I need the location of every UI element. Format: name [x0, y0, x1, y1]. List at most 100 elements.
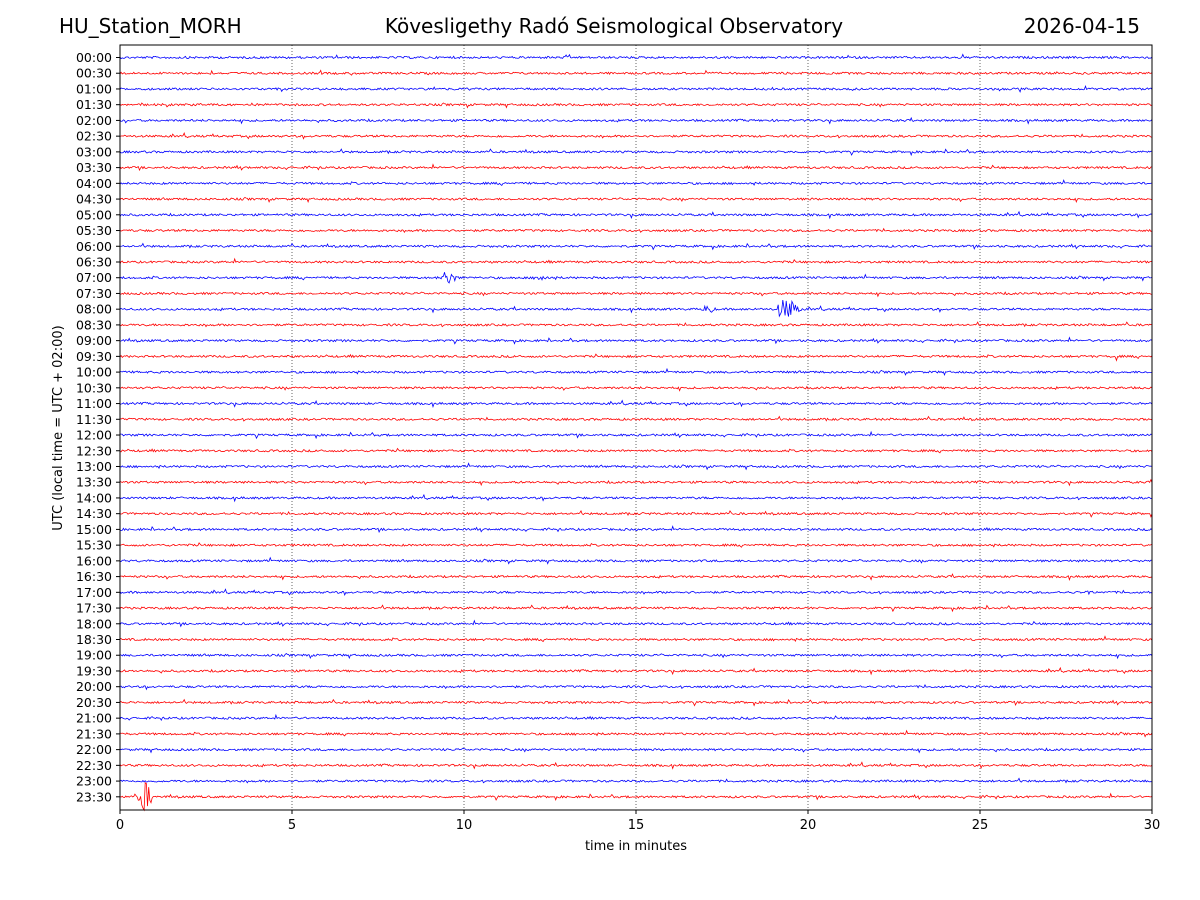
trace-14-30	[119, 510, 1153, 518]
trace-06-00	[119, 242, 1153, 251]
x-tick-label: 15	[628, 818, 645, 833]
y-tick-label: 13:00	[76, 459, 112, 474]
trace-23-00	[119, 777, 1153, 784]
trace-08-00	[119, 299, 1153, 318]
trace-04-30	[119, 196, 1153, 203]
trace-13-30	[119, 478, 1153, 487]
x-tick-label: 25	[972, 818, 989, 833]
y-tick-label: 18:00	[76, 616, 112, 631]
y-tick-label: 14:30	[76, 506, 112, 521]
trace-10-30	[119, 385, 1153, 392]
trace-08-30	[119, 321, 1153, 328]
trace-03-30	[119, 163, 1153, 172]
trace-21-00	[119, 713, 1153, 722]
y-tick-label: 10:30	[76, 380, 112, 395]
y-tick-label: 00:00	[76, 50, 112, 65]
trace-20-00	[119, 683, 1153, 691]
trace-16-00	[119, 556, 1153, 565]
trace-01-00	[119, 85, 1153, 93]
y-tick-label: 16:00	[76, 553, 112, 568]
y-tick-label: 21:00	[76, 711, 112, 726]
trace-09-30	[119, 353, 1153, 362]
trace-12-30	[119, 447, 1153, 454]
y-tick-label: 01:30	[76, 97, 112, 112]
y-tick-label: 12:30	[76, 443, 112, 458]
y-tick-label: 20:30	[76, 695, 112, 710]
trace-11-00	[119, 399, 1153, 408]
trace-00-30	[119, 69, 1153, 76]
y-tick-label: 05:00	[76, 207, 112, 222]
y-tick-label: 08:30	[76, 317, 112, 332]
x-axis: 0 5 10 15 20 25 30	[116, 810, 1160, 833]
trace-15-30	[119, 542, 1153, 548]
y-tick-label: 09:30	[76, 349, 112, 364]
y-tick-label: 22:30	[76, 758, 112, 773]
y-axis: 00:0000:3001:0001:3002:0002:3003:0003:30…	[76, 50, 120, 804]
date-label: 2026-04-15	[1023, 14, 1140, 38]
y-tick-label: 04:30	[76, 192, 112, 207]
y-tick-label: 07:00	[76, 270, 112, 285]
trace-16-30	[119, 573, 1153, 581]
y-tick-label: 19:00	[76, 648, 112, 663]
y-tick-label: 11:00	[76, 396, 112, 411]
trace-22-00	[119, 747, 1153, 754]
y-tick-label: 01:00	[76, 81, 112, 96]
trace-04-00	[119, 179, 1153, 186]
trace-11-30	[119, 415, 1153, 422]
trace-15-00	[119, 525, 1153, 533]
trace-18-30	[119, 635, 1153, 643]
grid-lines	[291, 45, 981, 810]
y-tick-label: 23:30	[76, 789, 112, 804]
y-tick-label: 00:30	[76, 66, 112, 81]
trace-13-00	[119, 462, 1153, 471]
y-tick-label: 15:00	[76, 522, 112, 537]
trace-18-00	[119, 619, 1153, 628]
y-tick-label: 02:30	[76, 129, 112, 144]
trace-21-30	[119, 729, 1153, 738]
y-tick-label: 11:30	[76, 412, 112, 427]
trace-19-30	[119, 666, 1153, 676]
y-tick-label: 12:00	[76, 428, 112, 443]
trace-05-30	[119, 227, 1153, 233]
y-tick-label: 04:00	[76, 176, 112, 191]
trace-22-30	[119, 761, 1153, 770]
trace-12-00	[119, 430, 1153, 440]
y-tick-label: 22:00	[76, 742, 112, 757]
trace-02-30	[119, 132, 1153, 140]
y-tick-label: 06:00	[76, 239, 112, 254]
y-tick-label: 05:30	[76, 223, 112, 238]
y-tick-label: 14:00	[76, 490, 112, 505]
y-tick-label: 13:30	[76, 475, 112, 490]
trace-00-00	[119, 53, 1153, 60]
trace-09-00	[119, 336, 1153, 345]
trace-05-00	[119, 210, 1153, 220]
x-tick-label: 5	[288, 818, 296, 833]
y-tick-label: 06:30	[76, 254, 112, 269]
y-axis-label: UTC (local time = UTC + 02:00)	[51, 325, 66, 530]
trace-07-00	[119, 272, 1153, 284]
trace-14-00	[119, 493, 1153, 503]
y-tick-label: 09:00	[76, 333, 112, 348]
trace-01-30	[119, 102, 1153, 109]
y-tick-label: 10:00	[76, 365, 112, 380]
y-tick-label: 02:00	[76, 113, 112, 128]
y-tick-label: 08:00	[76, 302, 112, 317]
x-tick-label: 30	[1144, 818, 1161, 833]
trace-17-30	[119, 604, 1153, 613]
y-tick-label: 17:00	[76, 585, 112, 600]
trace-10-00	[119, 367, 1153, 376]
chart-title: Kövesligethy Radó Seismological Observat…	[384, 14, 844, 38]
y-tick-label: 23:00	[76, 774, 112, 789]
trace-23-30	[119, 782, 1153, 812]
trace-03-00	[119, 148, 1153, 157]
trace-06-30	[119, 257, 1153, 265]
trace-20-30	[119, 698, 1153, 707]
x-tick-label: 20	[800, 818, 817, 833]
x-axis-label: time in minutes	[585, 839, 687, 854]
x-tick-label: 0	[116, 818, 124, 833]
trace-group	[119, 53, 1153, 812]
y-tick-label: 18:30	[76, 632, 112, 647]
y-tick-label: 03:00	[76, 144, 112, 159]
trace-02-00	[119, 116, 1153, 125]
